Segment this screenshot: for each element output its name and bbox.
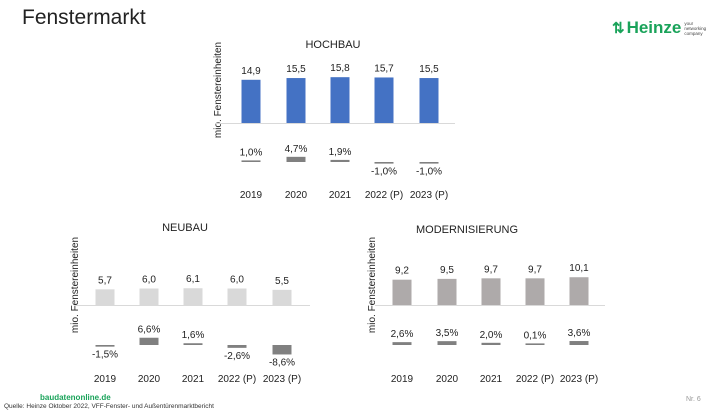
bar xyxy=(139,288,159,305)
change-bar xyxy=(569,341,589,345)
bar xyxy=(374,77,394,123)
x-tick-label: 2020 xyxy=(285,190,308,201)
page-number: Nr. 6 xyxy=(686,396,701,403)
x-tick-label: 2022 (P) xyxy=(218,374,256,385)
value-label: 14,9 xyxy=(241,66,261,77)
value-label: 15,5 xyxy=(419,64,439,75)
x-tick-label: 2020 xyxy=(436,374,459,385)
bar xyxy=(392,279,412,305)
value-label: 9,7 xyxy=(528,264,542,275)
bar xyxy=(330,77,350,123)
bar xyxy=(419,78,439,123)
x-tick-label: 2023 (P) xyxy=(410,190,448,201)
x-tick-label: 2021 xyxy=(182,374,205,385)
value-label: 15,5 xyxy=(286,64,306,75)
x-tick-label: 2020 xyxy=(138,374,161,385)
value-label: 5,5 xyxy=(275,276,289,287)
bar xyxy=(272,289,292,305)
change-label: -1,0% xyxy=(416,167,442,178)
logo-brand: Heinze xyxy=(626,18,682,37)
change-bar xyxy=(272,345,292,355)
change-label: 0,1% xyxy=(524,330,547,341)
change-label: -1,0% xyxy=(371,167,397,178)
value-label: 6,0 xyxy=(230,275,244,286)
change-label: 2,0% xyxy=(480,330,503,341)
bar xyxy=(95,289,115,305)
change-bar xyxy=(525,343,545,345)
site-link[interactable]: baudatenonline.de xyxy=(40,393,111,402)
logo-tagline: your networking company xyxy=(684,20,707,36)
x-tick-label: 2022 (P) xyxy=(365,190,403,201)
value-label: 9,7 xyxy=(484,264,498,275)
bar xyxy=(183,288,203,305)
y-axis-label: mio. Fenstereinheiten xyxy=(70,237,81,333)
x-tick-label: 2023 (P) xyxy=(263,374,301,385)
bar xyxy=(525,278,545,305)
x-tick-label: 2019 xyxy=(94,374,117,385)
x-tick-label: 2022 (P) xyxy=(516,374,554,385)
value-label: 15,8 xyxy=(330,63,350,74)
source-note: Quelle: Heinze Oktober 2022, VFF-Fenster… xyxy=(4,403,214,410)
change-bar xyxy=(286,156,306,162)
heinze-logo: ⇅ Heinze your networking company xyxy=(612,18,710,38)
value-label: 10,1 xyxy=(569,263,589,274)
value-label: 6,0 xyxy=(142,275,156,286)
value-label: 9,2 xyxy=(395,266,409,277)
chart-title: HOCHBAU xyxy=(305,39,360,51)
bar xyxy=(437,278,457,305)
bar xyxy=(286,78,306,123)
change-label: 3,6% xyxy=(568,328,591,339)
x-tick-label: 2023 (P) xyxy=(560,374,598,385)
change-bar xyxy=(437,341,457,345)
change-label: 4,7% xyxy=(285,144,308,155)
change-label: 3,5% xyxy=(436,328,459,339)
change-bar xyxy=(392,342,412,345)
x-tick-label: 2021 xyxy=(329,190,352,201)
value-label: 5,7 xyxy=(98,275,112,286)
change-bar xyxy=(95,345,115,347)
x-tick-label: 2019 xyxy=(240,190,263,201)
value-label: 15,7 xyxy=(374,63,394,74)
bar xyxy=(241,79,261,123)
page-title: Fenstermarkt xyxy=(22,6,146,29)
chart-title: MODERNISIERUNG xyxy=(416,224,518,236)
chart-neubau: NEUBAU mio. Fenstereinheiten 5,7 -1,5% 2019 6… xyxy=(70,222,310,385)
change-bar xyxy=(374,162,394,164)
change-label: -1,5% xyxy=(92,350,118,361)
change-bar xyxy=(227,345,247,348)
change-label: 1,0% xyxy=(240,147,263,158)
change-label: -2,6% xyxy=(224,351,250,362)
y-axis-label: mio. Fenstereinheiten xyxy=(367,237,378,333)
change-bar xyxy=(183,343,203,345)
change-label: 2,6% xyxy=(391,329,414,340)
change-bar xyxy=(330,159,350,162)
change-bar xyxy=(139,337,159,345)
change-bar xyxy=(241,160,261,162)
change-bar xyxy=(481,342,501,345)
x-tick-label: 2019 xyxy=(391,374,414,385)
change-label: 1,6% xyxy=(182,330,205,341)
change-bar xyxy=(419,162,439,164)
change-label: 6,6% xyxy=(138,325,161,336)
bar xyxy=(227,288,247,305)
x-tick-label: 2021 xyxy=(480,374,503,385)
value-label: 9,5 xyxy=(440,265,454,276)
bar xyxy=(481,278,501,305)
change-label: -8,6% xyxy=(269,357,295,368)
bar xyxy=(569,277,589,305)
chart-modernisierung: MODERNISIERUNG mio. Fenstereinheiten 9,2 2,… xyxy=(367,224,605,385)
heinze-logo-icon: ⇅ xyxy=(612,20,625,37)
y-axis-label: mio. Fenstereinheiten xyxy=(213,42,224,138)
chart-title: NEUBAU xyxy=(162,222,208,234)
value-label: 6,1 xyxy=(186,274,200,285)
chart-hochbau: HOCHBAU mio. Fenstereinheiten 14,9 1,0% 2019… xyxy=(213,39,455,201)
change-label: 1,9% xyxy=(329,147,352,158)
